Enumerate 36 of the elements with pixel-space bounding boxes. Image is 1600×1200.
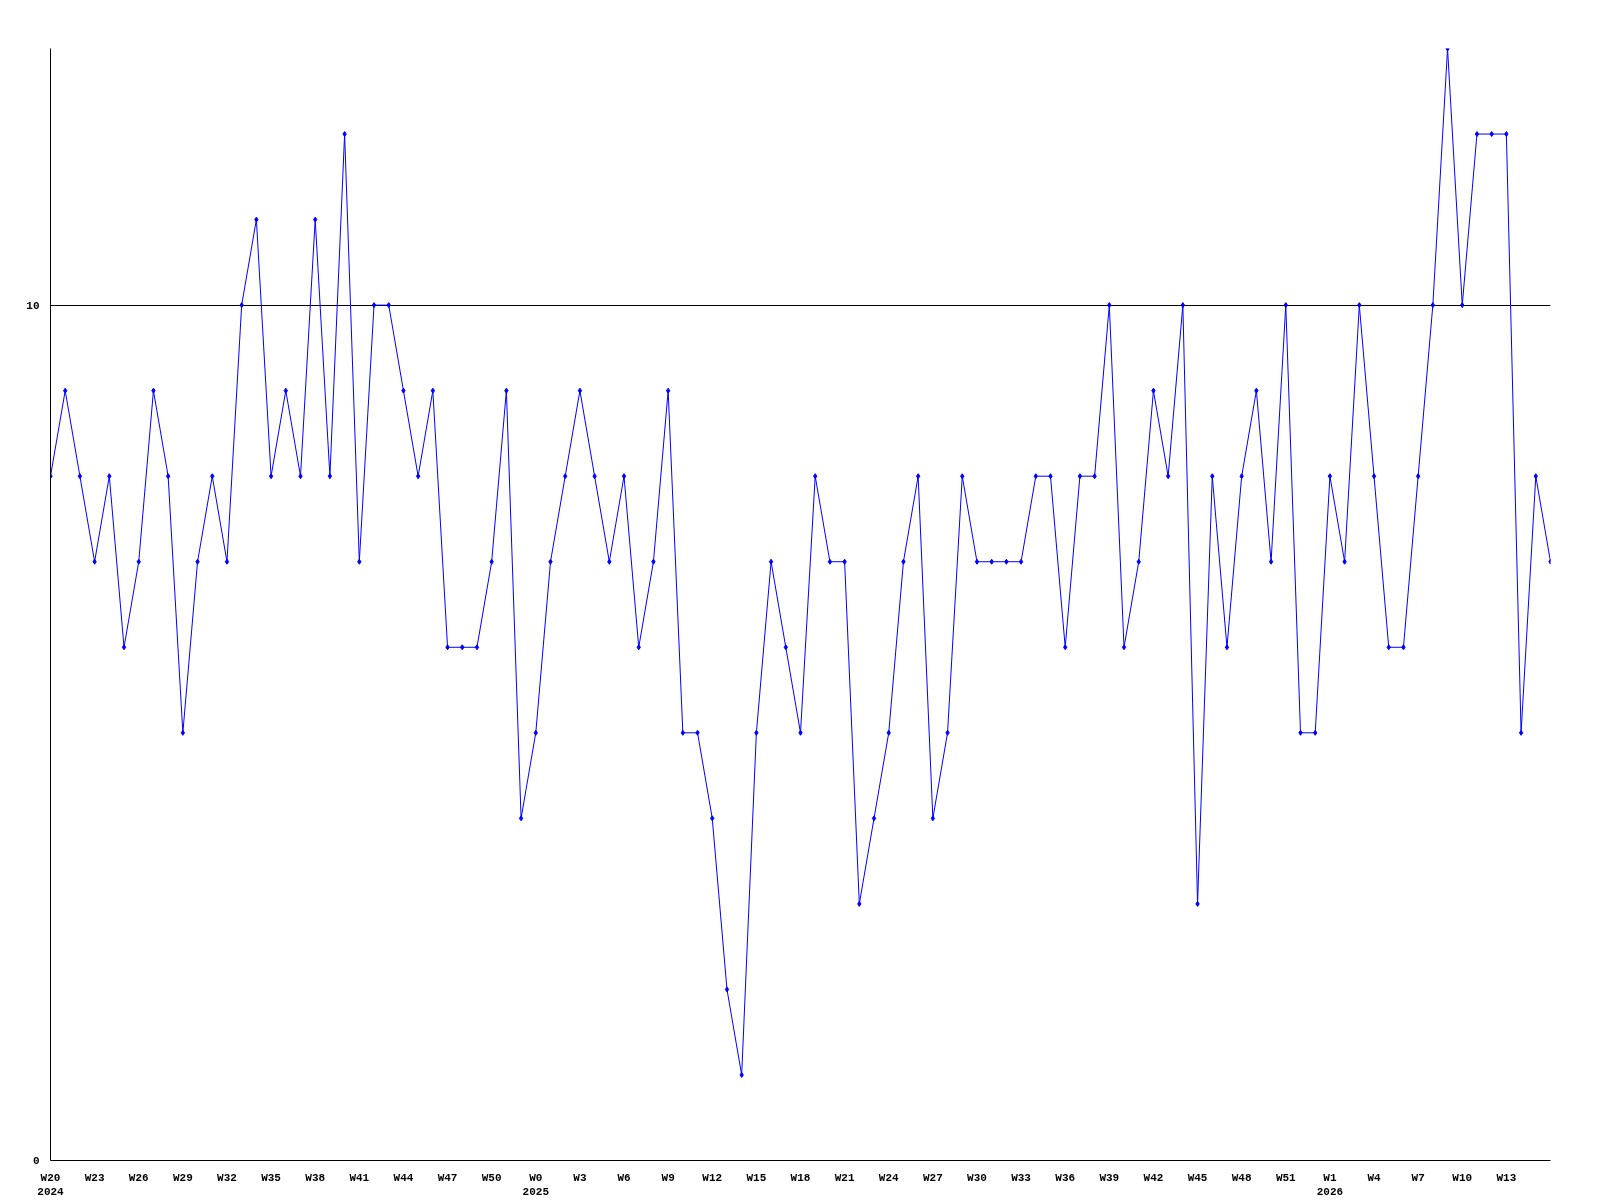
x-tick-label: W6 — [617, 1171, 631, 1184]
x-tick-label: W0 2025 — [522, 1171, 550, 1198]
x-tick-label: W9 — [661, 1171, 675, 1184]
x-tick-label: W51 — [1275, 1171, 1297, 1184]
x-tick-label: W41 — [349, 1171, 370, 1184]
x-tick-label: W32 — [217, 1171, 237, 1184]
x-tick-label: W38 — [305, 1171, 326, 1184]
x-tick-label: W20 2024 — [37, 1171, 65, 1198]
x-tick-label: W29 — [172, 1171, 193, 1184]
y-tick-label: 0 — [32, 1155, 40, 1167]
x-tick-label: W12 — [702, 1171, 723, 1184]
x-tick-label: W44 — [393, 1171, 414, 1184]
x-tick-label: W23 — [84, 1171, 105, 1184]
x-tick-label: W26 — [128, 1171, 149, 1184]
x-tick-label: W27 — [922, 1171, 943, 1184]
x-tick-label: W33 — [1011, 1171, 1032, 1184]
y-tick-label: 10 — [26, 299, 40, 312]
x-tick-label: W30 — [967, 1171, 987, 1184]
x-tick-label: W10 — [1452, 1171, 1473, 1184]
x-tick-label: W13 — [1496, 1171, 1517, 1184]
x-tick-label: W35 — [261, 1171, 282, 1184]
x-tick-label: W3 — [573, 1171, 587, 1184]
x-tick-label: W1 2026 — [1316, 1171, 1344, 1198]
x-tick-label: W36 — [1055, 1171, 1076, 1184]
x-tick-label: W50 — [481, 1171, 502, 1184]
x-tick-label: W42 — [1143, 1171, 1164, 1184]
x-tick-label: W15 — [746, 1171, 767, 1184]
x-tick-label: W45 — [1187, 1171, 1208, 1184]
x-tick-label: W21 — [834, 1171, 855, 1184]
x-tick-label: W48 — [1231, 1171, 1252, 1184]
x-tick-label: W7 — [1411, 1171, 1425, 1184]
x-tick-label: W47 — [437, 1171, 458, 1184]
x-tick-label: W24 — [878, 1171, 900, 1184]
x-tick-label: W4 — [1367, 1171, 1382, 1184]
x-tick-label: W39 — [1099, 1171, 1120, 1184]
x-tick-label: W18 — [790, 1171, 811, 1184]
